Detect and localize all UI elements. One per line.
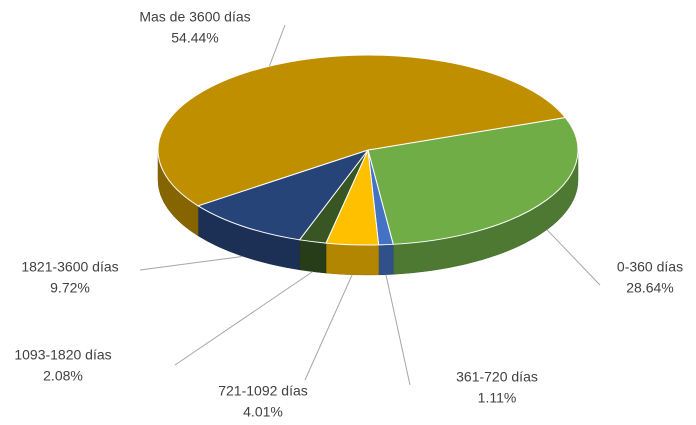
leader-line xyxy=(385,274,411,386)
slice xyxy=(367,116,579,245)
category-label: Mas de 3600 días xyxy=(139,9,250,25)
value-label: 2.08% xyxy=(43,368,83,384)
value-label: 54.44% xyxy=(171,30,218,46)
leader-line xyxy=(139,255,244,271)
value-label: 1.11% xyxy=(478,390,517,406)
slice-side xyxy=(299,239,327,274)
value-label: 4.01% xyxy=(243,404,283,420)
category-label: 1093-1820 días xyxy=(14,347,111,363)
slice-side xyxy=(325,242,379,276)
category-label: 361-720 días xyxy=(456,369,538,385)
value-label: 28.64% xyxy=(626,280,673,296)
leader-line xyxy=(304,274,353,381)
value-label: 9.72% xyxy=(50,280,90,296)
leader-line xyxy=(174,271,313,366)
category-label: 1821-3600 días xyxy=(21,259,118,275)
category-label: 721-1092 días xyxy=(218,383,308,399)
slice-side xyxy=(378,244,394,276)
slice xyxy=(196,149,370,241)
leader-line xyxy=(268,24,286,67)
category-label: 0-360 días xyxy=(617,259,683,275)
leader-line xyxy=(546,229,601,286)
